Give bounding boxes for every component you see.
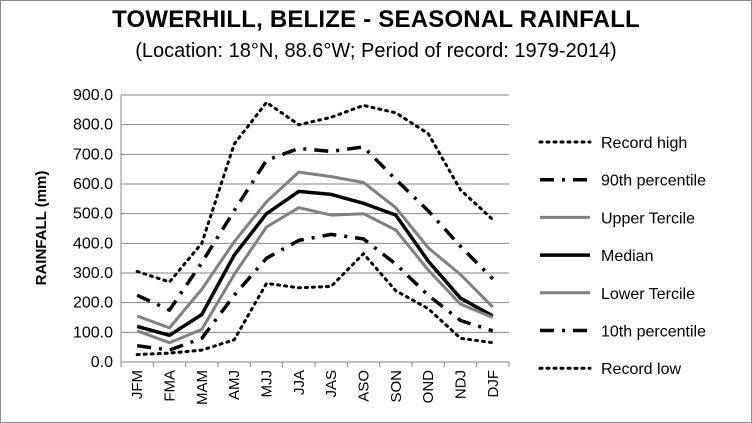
x-tick-label: JJA (291, 370, 308, 395)
legend-label: Record high (601, 135, 687, 152)
x-tick-label: FMA (162, 370, 179, 402)
x-tick-label: OND (420, 370, 437, 404)
y-tick-label: 600.0 (73, 176, 113, 193)
y-tick-label: 0.0 (91, 354, 113, 371)
y-axis-label: RAINFALL (mm) (33, 171, 50, 286)
x-tick-label: JFM (129, 370, 146, 399)
series-line-record-low (135, 252, 495, 357)
series-line-lower-tercile (136, 206, 494, 345)
x-tick-label: JAS (323, 370, 340, 398)
y-tick-label: 700.0 (73, 146, 113, 163)
x-tick-label: AMJ (226, 370, 243, 400)
grid-lines (121, 94, 509, 333)
legend-label: Upper Tercile (601, 210, 695, 227)
series-line-90th-percentile (136, 145, 495, 312)
series-line-upper-tercile (136, 170, 494, 330)
y-tick-label: 900.0 (73, 87, 113, 104)
legend-label: Record low (601, 361, 681, 378)
y-tick-label: 100.0 (73, 324, 113, 341)
x-tick-label: DJF (485, 370, 502, 398)
legend-label: Median (601, 248, 653, 265)
y-tick-label: 500.0 (73, 206, 113, 223)
x-tick-label: NDJ (453, 370, 470, 399)
y-tick-label: 400.0 (73, 235, 113, 252)
chart-title: TOWERHILL, BELIZE - SEASONAL RAINFALL (112, 6, 640, 33)
legend: Record high 90th percentile Upper Tercile M… (538, 135, 706, 378)
series-line-10th-percentile (136, 232, 494, 352)
series-line-record-high (135, 100, 495, 284)
y-tick-label: 200.0 (73, 295, 113, 312)
x-tick-label: MJJ (259, 370, 276, 398)
y-tick-label: 800.0 (73, 117, 113, 134)
x-tick-label: ASO (356, 370, 373, 402)
y-tick-labels: 0.0 100.0 200.0 300.0 400.0 500.0 600.0 700.0 80… (73, 87, 113, 371)
series-line-median (136, 189, 494, 338)
series-lines (135, 100, 495, 357)
x-tick-label: MAM (194, 370, 211, 405)
legend-label: 10th percentile (601, 324, 706, 341)
x-tick-labels: JFM FMA MAM AMJ MJJ JJA JAS ASO SON OND NDJ DJF (129, 370, 502, 405)
chart-subtitle: (Location: 18°N, 88.6°W; Period of recor… (135, 40, 617, 62)
legend-label: Lower Tercile (601, 286, 695, 303)
y-tick-label: 300.0 (73, 265, 113, 282)
legend-label: 90th percentile (601, 173, 706, 190)
x-tick-label: SON (388, 370, 405, 403)
axes (120, 95, 510, 367)
